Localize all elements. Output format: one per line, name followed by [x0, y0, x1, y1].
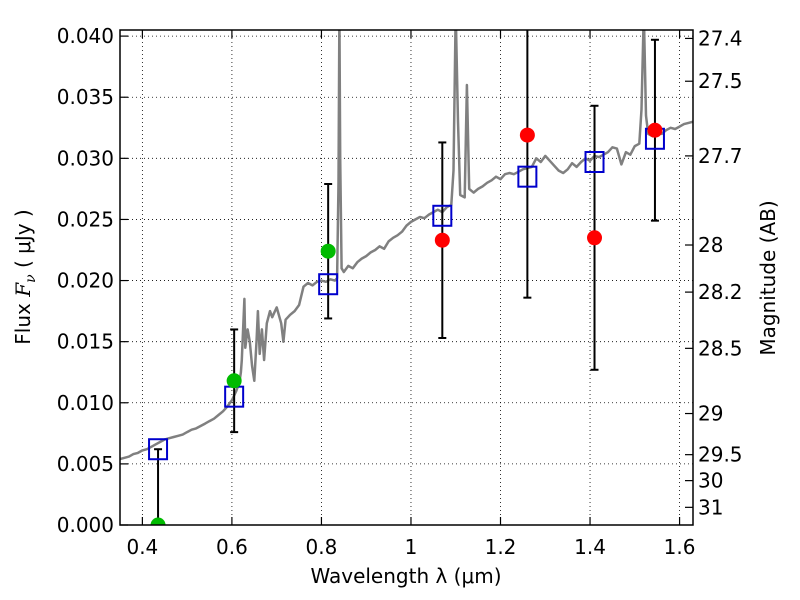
x-tick-label: 0.6: [216, 535, 248, 559]
y-axis-title: Flux Fν ( μJy ): [11, 209, 39, 344]
green-point: [150, 517, 166, 525]
right-tick-label: 30: [698, 469, 723, 493]
plot-frame: [119, 29, 694, 526]
right-tick-label: 31: [698, 495, 723, 519]
green-point: [226, 373, 242, 389]
model-spectrum-line: [120, 30, 693, 461]
model-photometry-square: [148, 438, 169, 461]
red-point: [519, 127, 535, 143]
right-tick-label: 29: [698, 402, 723, 426]
right-tick-label: 29.5: [698, 443, 743, 467]
x-tick-label: 1.4: [574, 535, 606, 559]
red-point: [434, 232, 450, 248]
right-tick-label: 27.7: [698, 144, 743, 168]
y-tick-label: 0.000: [57, 513, 114, 537]
green-point: [320, 243, 336, 259]
model-photometry-square: [432, 204, 453, 227]
right-tick-label: 28.5: [698, 336, 743, 360]
y-tick-label: 0.020: [57, 269, 114, 293]
model-photometry-square: [517, 165, 538, 188]
x-tick-label: 0.4: [126, 535, 158, 559]
y-tick-label: 0.040: [57, 24, 114, 48]
y-tick-label: 0.030: [57, 146, 114, 170]
y-tick-label: 0.025: [57, 207, 114, 231]
y-tick-label: 0.010: [57, 391, 114, 415]
tick-labels: 0.4 0.6 0.8 1 1.2 1.4 1.6 0.000 0.005 0.010 0.015 0…: [57, 24, 743, 559]
y-tick-label: 0.035: [57, 85, 114, 109]
right-tick-label: 28.2: [698, 280, 743, 304]
x-tick-label: 0.8: [306, 535, 338, 559]
red-point: [647, 122, 663, 138]
x-tick-label: 1: [405, 535, 418, 559]
right-tick-label: 27.5: [698, 69, 743, 93]
model-photometry-square: [584, 151, 605, 173]
y-tick-label: 0.015: [57, 330, 114, 354]
y-axis-right-title: Magnitude (AB): [756, 200, 780, 355]
right-tick-label: 28: [698, 233, 723, 257]
red-point: [587, 230, 603, 246]
model-photometry-square: [318, 273, 339, 296]
x-axis-title: Wavelength λ (μm): [310, 564, 501, 588]
ticks: [120, 30, 693, 526]
y-tick-label: 0.005: [57, 452, 114, 476]
right-tick-label: 27.4: [698, 26, 743, 50]
grid: [120, 30, 693, 526]
x-tick-label: 1.6: [664, 535, 696, 559]
plot-background: [120, 30, 693, 525]
markers: [148, 122, 665, 525]
x-tick-label: 1.2: [485, 535, 517, 559]
plot-area: [120, 30, 693, 525]
